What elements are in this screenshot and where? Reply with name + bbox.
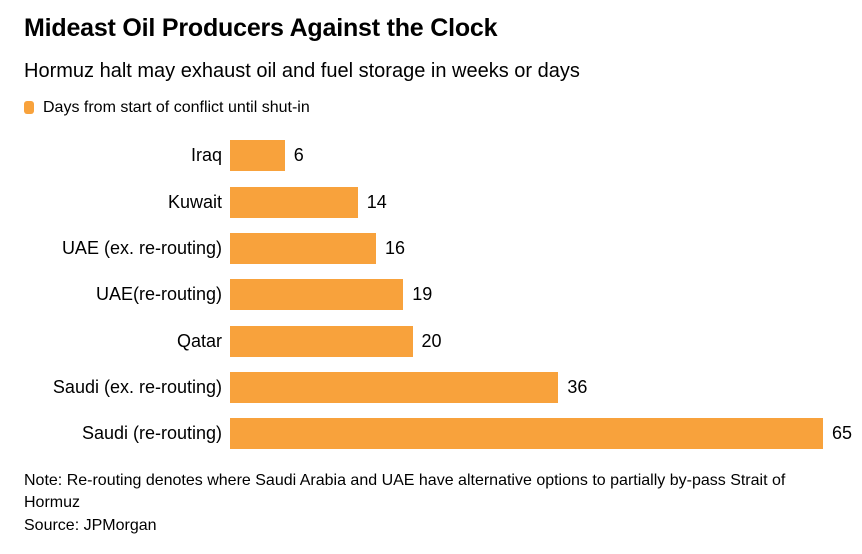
category-label: Saudi (ex. re-routing) (52, 376, 222, 397)
bar (230, 418, 823, 450)
legend-marker-icon (24, 101, 34, 115)
bar (230, 140, 285, 172)
category-label: Saudi (re-routing) (81, 423, 222, 444)
bar-row: Saudi (re-routing) 65 (24, 411, 852, 457)
legend: Days from start of conflict until shut-i… (24, 99, 840, 117)
value-label: 36 (567, 376, 588, 397)
value-label: 14 (366, 191, 387, 212)
value-label: 16 (385, 237, 406, 258)
value-label: 20 (421, 330, 442, 351)
category-label: Kuwait (167, 191, 222, 212)
value-label: 19 (412, 284, 433, 305)
chart-title: Mideast Oil Producers Against the Clock (24, 14, 498, 42)
footnote: Note: Re-routing denotes where Saudi Ara… (24, 471, 786, 511)
bar (230, 279, 404, 311)
chart-subtitle: Hormuz halt may exhaust oil and fuel sto… (24, 59, 580, 82)
bar-row: UAE (ex. re-routing) 16 (24, 225, 840, 271)
source-credit: Source: JPMorgan (24, 516, 157, 534)
bar (230, 325, 413, 357)
bar-row: UAE(re-routing) 19 (24, 272, 840, 318)
bar-row: Iraq 6 (24, 133, 840, 179)
category-label: Qatar (176, 330, 222, 351)
bar-row: Qatar 20 (24, 318, 840, 364)
bar (230, 232, 376, 264)
category-label: UAE(re-routing) (95, 284, 222, 305)
bar-row: Saudi (ex. re-routing) 36 (24, 364, 840, 410)
bar-row: Kuwait 14 (24, 179, 840, 225)
value-label: 6 (293, 145, 304, 166)
legend-label: Days from start of conflict until shut-i… (43, 98, 310, 116)
category-label: Iraq (190, 145, 222, 166)
value-label: 65 (832, 423, 853, 444)
bar-chart: Iraq 6 Kuwait 14 UAE (ex. re-routing) 16 UAE(r… (24, 133, 852, 457)
bar (230, 371, 559, 403)
bar (230, 186, 358, 218)
category-label: UAE (ex. re-routing) (61, 237, 222, 258)
